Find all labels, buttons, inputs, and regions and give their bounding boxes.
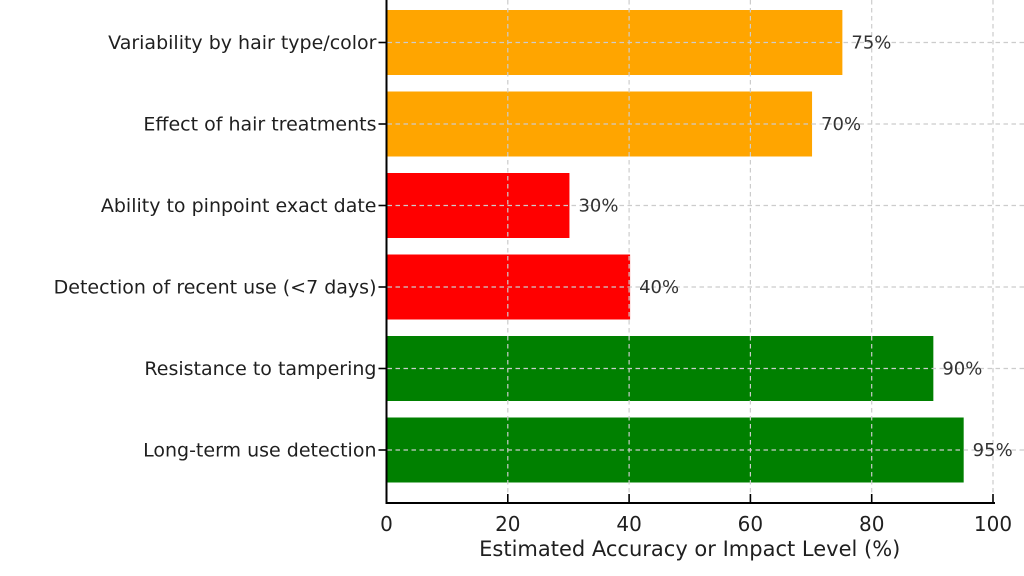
x-tick-label-1: 20: [495, 512, 520, 536]
x-tick-label-3: 60: [738, 512, 763, 536]
x-tick-label-2: 40: [616, 512, 641, 536]
category-label-3: Detection of recent use (<7 days): [54, 277, 377, 299]
category-label-2: Ability to pinpoint exact date: [101, 195, 377, 217]
category-label-5: Long-term use detection: [143, 440, 376, 462]
x-tick-label-5: 100: [974, 512, 1012, 536]
value-label-1: 70%: [821, 114, 861, 135]
value-label-0: 75%: [851, 33, 891, 54]
category-label-1: Effect of hair treatments: [143, 114, 376, 136]
x-tick-label-4: 80: [859, 512, 884, 536]
value-label-5: 95%: [973, 440, 1013, 461]
value-label-2: 30%: [578, 196, 618, 217]
category-label-4: Resistance to tampering: [144, 358, 376, 380]
x-axis-title: Estimated Accuracy or Impact Level (%): [479, 537, 900, 561]
category-label-0: Variability by hair type/color: [108, 32, 377, 54]
x-tick-label-0: 0: [380, 512, 393, 536]
value-label-3: 40%: [639, 277, 679, 298]
value-label-4: 90%: [942, 359, 982, 380]
